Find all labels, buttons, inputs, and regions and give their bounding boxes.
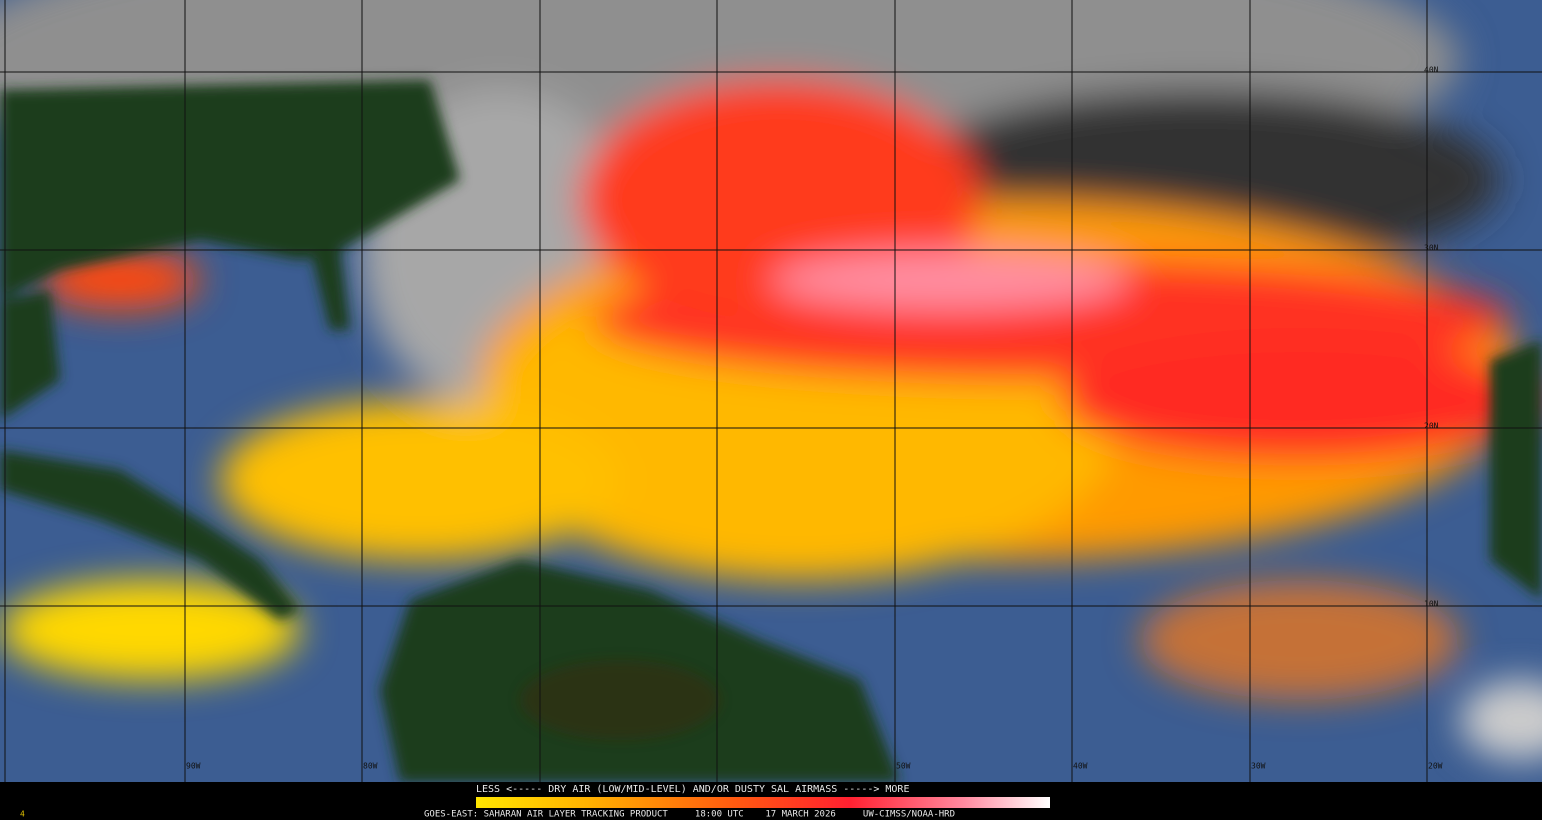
color-scale: [476, 797, 1050, 808]
caption: GOES-EAST: SAHARAN AIR LAYER TRACKING PR…: [424, 810, 955, 820]
latitude-label: 40N: [1424, 66, 1439, 75]
latitude-label: 10N: [1424, 600, 1439, 609]
longitude-label: 20W: [1428, 762, 1443, 771]
latitude-label: 30N: [1424, 244, 1439, 253]
longitude-label: 80W: [363, 762, 378, 771]
longitude-label: 40W: [1073, 762, 1088, 771]
longitude-label: 30W: [1251, 762, 1266, 771]
longitude-label: 90W: [186, 762, 201, 771]
map-image: 40N 30N 20N 10N 90W 80W 50W 40W 30W 20W: [0, 0, 1542, 782]
longitude-label: 50W: [896, 762, 911, 771]
graticule: [0, 0, 1542, 782]
latitude-label: 20N: [1424, 422, 1439, 431]
legend-text: LESS <----- DRY AIR (LOW/MID-LEVEL) AND/…: [476, 784, 909, 795]
corner-mark: 4: [20, 810, 25, 819]
